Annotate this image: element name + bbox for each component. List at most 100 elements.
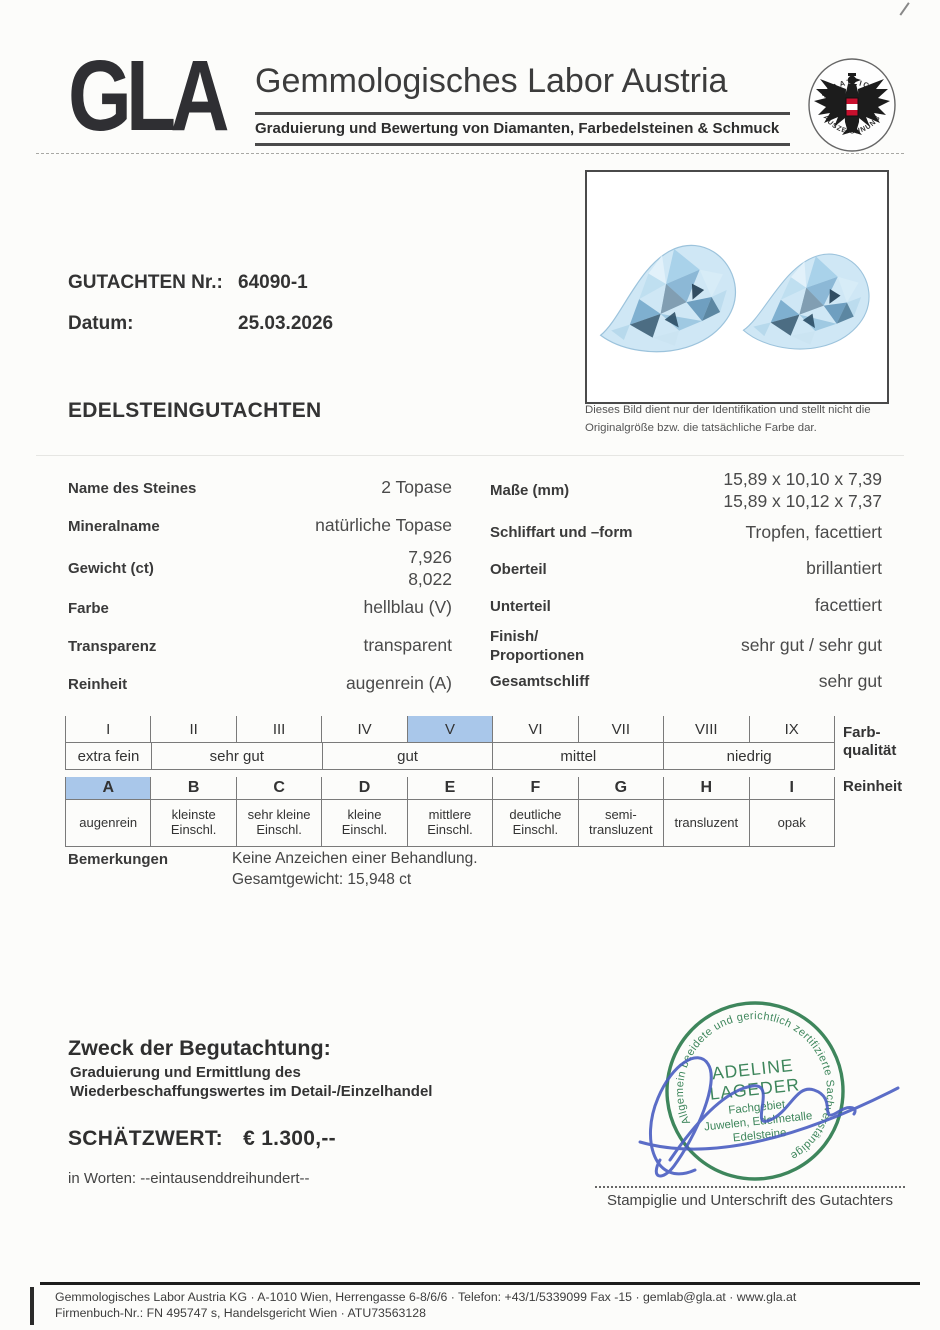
color-grade-row: I II III IV V VI VII VIII IX <box>65 716 835 743</box>
color-grade-cell: VII <box>577 716 663 742</box>
purpose-line1: Graduierung und Ermittlung des <box>70 1064 301 1081</box>
color-axis-label: Farb- qualität <box>843 724 896 760</box>
eagle-icon <box>814 73 890 135</box>
scan-artifact-top <box>899 2 910 16</box>
photo-caption-line1: Dieses Bild dient nur der Identifikation… <box>585 404 871 416</box>
color-grade-cell: III <box>235 716 321 742</box>
expert-stamp: Allgemein beeidete und gerichtlich zerti… <box>665 1001 845 1181</box>
clarity-desc-cell: semi- transluzent <box>577 800 663 846</box>
clarity-grade-cell: C <box>235 777 321 799</box>
field-value-masse-2: 15,89 x 10,12 x 7,37 <box>723 491 882 511</box>
field-label-unterteil: Unterteil <box>490 598 551 615</box>
field-value-gewicht-2: 8,022 <box>408 569 452 589</box>
field-value-transparenz: transparent <box>363 635 452 655</box>
clarity-axis-label: Reinheit <box>843 778 903 795</box>
field-value-schliffart: Tropfen, facettiert <box>745 522 883 542</box>
estimated-value-label: SCHÄTZWERT: <box>68 1127 223 1150</box>
field-label-masse: Maße (mm) <box>490 482 570 499</box>
clarity-description-row: augenrein kleinste Einschl. sehr kleine … <box>65 800 835 847</box>
clarity-grade-cell: H <box>663 777 748 799</box>
scan-artifact-bottom-left <box>30 1287 34 1325</box>
purpose-heading: Zweck der Begutachtung: <box>68 1036 331 1060</box>
field-value-masse-1: 15,89 x 10,10 x 7,39 <box>723 469 882 489</box>
field-label-oberteil: Oberteil <box>490 561 547 578</box>
photo-caption: Dieses Bild dient nur der Identifikation… <box>585 402 887 437</box>
clarity-grade-cell-selected: A <box>65 777 151 799</box>
field-label-finish-line2: Proportionen <box>490 646 585 664</box>
clarity-desc-cell: augenrein <box>65 800 150 846</box>
document-title: EDELSTEINGUTACHTEN <box>68 399 322 422</box>
color-quality-cell: extra fein <box>65 743 151 769</box>
clarity-grade-row: A B C D E F G H I <box>65 777 835 800</box>
clarity-desc-cell: mittlere Einschl. <box>406 800 492 846</box>
perforation-line <box>36 153 904 154</box>
color-axis-line2: qualität <box>843 742 897 759</box>
color-grade-cell: VIII <box>663 716 748 742</box>
clarity-grade-cell: E <box>406 777 492 799</box>
color-quality-cell: niedrig <box>663 743 836 769</box>
color-grade-cell: VI <box>492 716 577 742</box>
clarity-grade-cell: I <box>748 777 835 799</box>
field-label-gesamtschliff: Gesamtschliff <box>490 673 590 690</box>
photo-caption-line2: Originalgröße bzw. die tatsächliche Farb… <box>585 421 817 434</box>
datum-value: 25.03.2026 <box>238 313 334 334</box>
section-divider <box>36 455 904 456</box>
estimated-value-line: SCHÄTZWERT: € 1.300,-- <box>68 1127 336 1151</box>
clarity-desc-cell: sehr kleine Einschl. <box>235 800 321 846</box>
remarks-line2: Gesamtgewicht: 15,948 ct <box>232 871 412 888</box>
field-label-farbe: Farbe <box>68 600 109 617</box>
color-grade-cell: IV <box>321 716 406 742</box>
color-grade-cell: I <box>65 716 150 742</box>
expert-signature <box>638 1056 900 1178</box>
field-label-schliffart: Schliffart und –form <box>490 524 633 541</box>
lab-title: Gemmologisches Labor Austria <box>255 62 728 100</box>
gutachten-nr-label: GUTACHTEN Nr.: <box>68 272 223 293</box>
remarks-label: Bemerkungen <box>68 851 169 868</box>
remarks-line1: Keine Anzeichen einer Behandlung. <box>232 850 478 867</box>
header-rule-top <box>255 112 790 115</box>
field-value-gesamtschliff: sehr gut <box>818 671 882 691</box>
field-value-mineralname: natürliche Topase <box>315 515 452 535</box>
color-quality-row: extra fein sehr gut gut mittel niedrig <box>65 743 836 770</box>
color-axis-line1: Farb- <box>843 724 881 741</box>
footer-line2: Firmenbuch-Nr.: FN 495747 s, Handelsgeri… <box>55 1306 426 1320</box>
stamp-center-line1: Fachgebiet <box>728 1099 787 1117</box>
clarity-desc-cell: kleinste Einschl. <box>150 800 235 846</box>
color-quality-cell: gut <box>321 743 493 769</box>
color-grade-cell: II <box>150 716 235 742</box>
gla-logo: GLA <box>68 40 230 152</box>
gemstone-photo <box>585 170 889 404</box>
field-label-gewicht: Gewicht (ct) <box>68 560 154 577</box>
color-grade-cell-selected: V <box>406 716 493 742</box>
estimated-value-amount: € 1.300,-- <box>243 1127 336 1150</box>
field-label-reinheit: Reinheit <box>68 676 128 693</box>
field-label-name-des-steines: Name des Steines <box>68 480 197 497</box>
state-award-eagle-emblem: STAATLICHE AUSZEICHNUNG <box>808 58 896 152</box>
clarity-desc-cell: transluzent <box>663 800 748 846</box>
value-in-words: in Worten: --eintausenddreihundert-- <box>68 1170 310 1187</box>
field-label-finish: Finish/ Proportionen <box>490 628 584 666</box>
purpose-line2: Wiederbeschaffungswertes im Detail-/Einz… <box>70 1083 433 1100</box>
color-quality-cell: sehr gut <box>150 743 322 769</box>
gem-left <box>589 239 744 361</box>
gemstones-image <box>589 239 874 361</box>
field-label-mineralname: Mineralname <box>68 518 160 535</box>
lab-subtitle: Graduierung und Bewertung von Diamanten,… <box>255 120 780 137</box>
field-value-reinheit: augenrein (A) <box>345 673 452 693</box>
signature-line <box>595 1186 905 1188</box>
field-label-transparenz: Transparenz <box>68 638 157 655</box>
eagle-shield <box>845 97 859 117</box>
field-value-farbe: hellblau (V) <box>363 597 452 617</box>
gem-right <box>737 250 874 354</box>
grading-table: I II III IV V VI VII VIII IX extra fein … <box>65 716 836 847</box>
gutachten-nr-value: 64090-1 <box>238 272 308 293</box>
field-value-oberteil: brillantiert <box>806 558 882 578</box>
footer-rule <box>40 1282 920 1285</box>
field-value-unterteil: facettiert <box>814 595 882 615</box>
color-quality-cell: mittel <box>492 743 663 769</box>
table-gap <box>65 770 835 777</box>
field-value-gewicht-1: 7,926 <box>408 547 452 567</box>
clarity-grade-cell: F <box>492 777 577 799</box>
clarity-desc-cell: opak <box>748 800 835 846</box>
